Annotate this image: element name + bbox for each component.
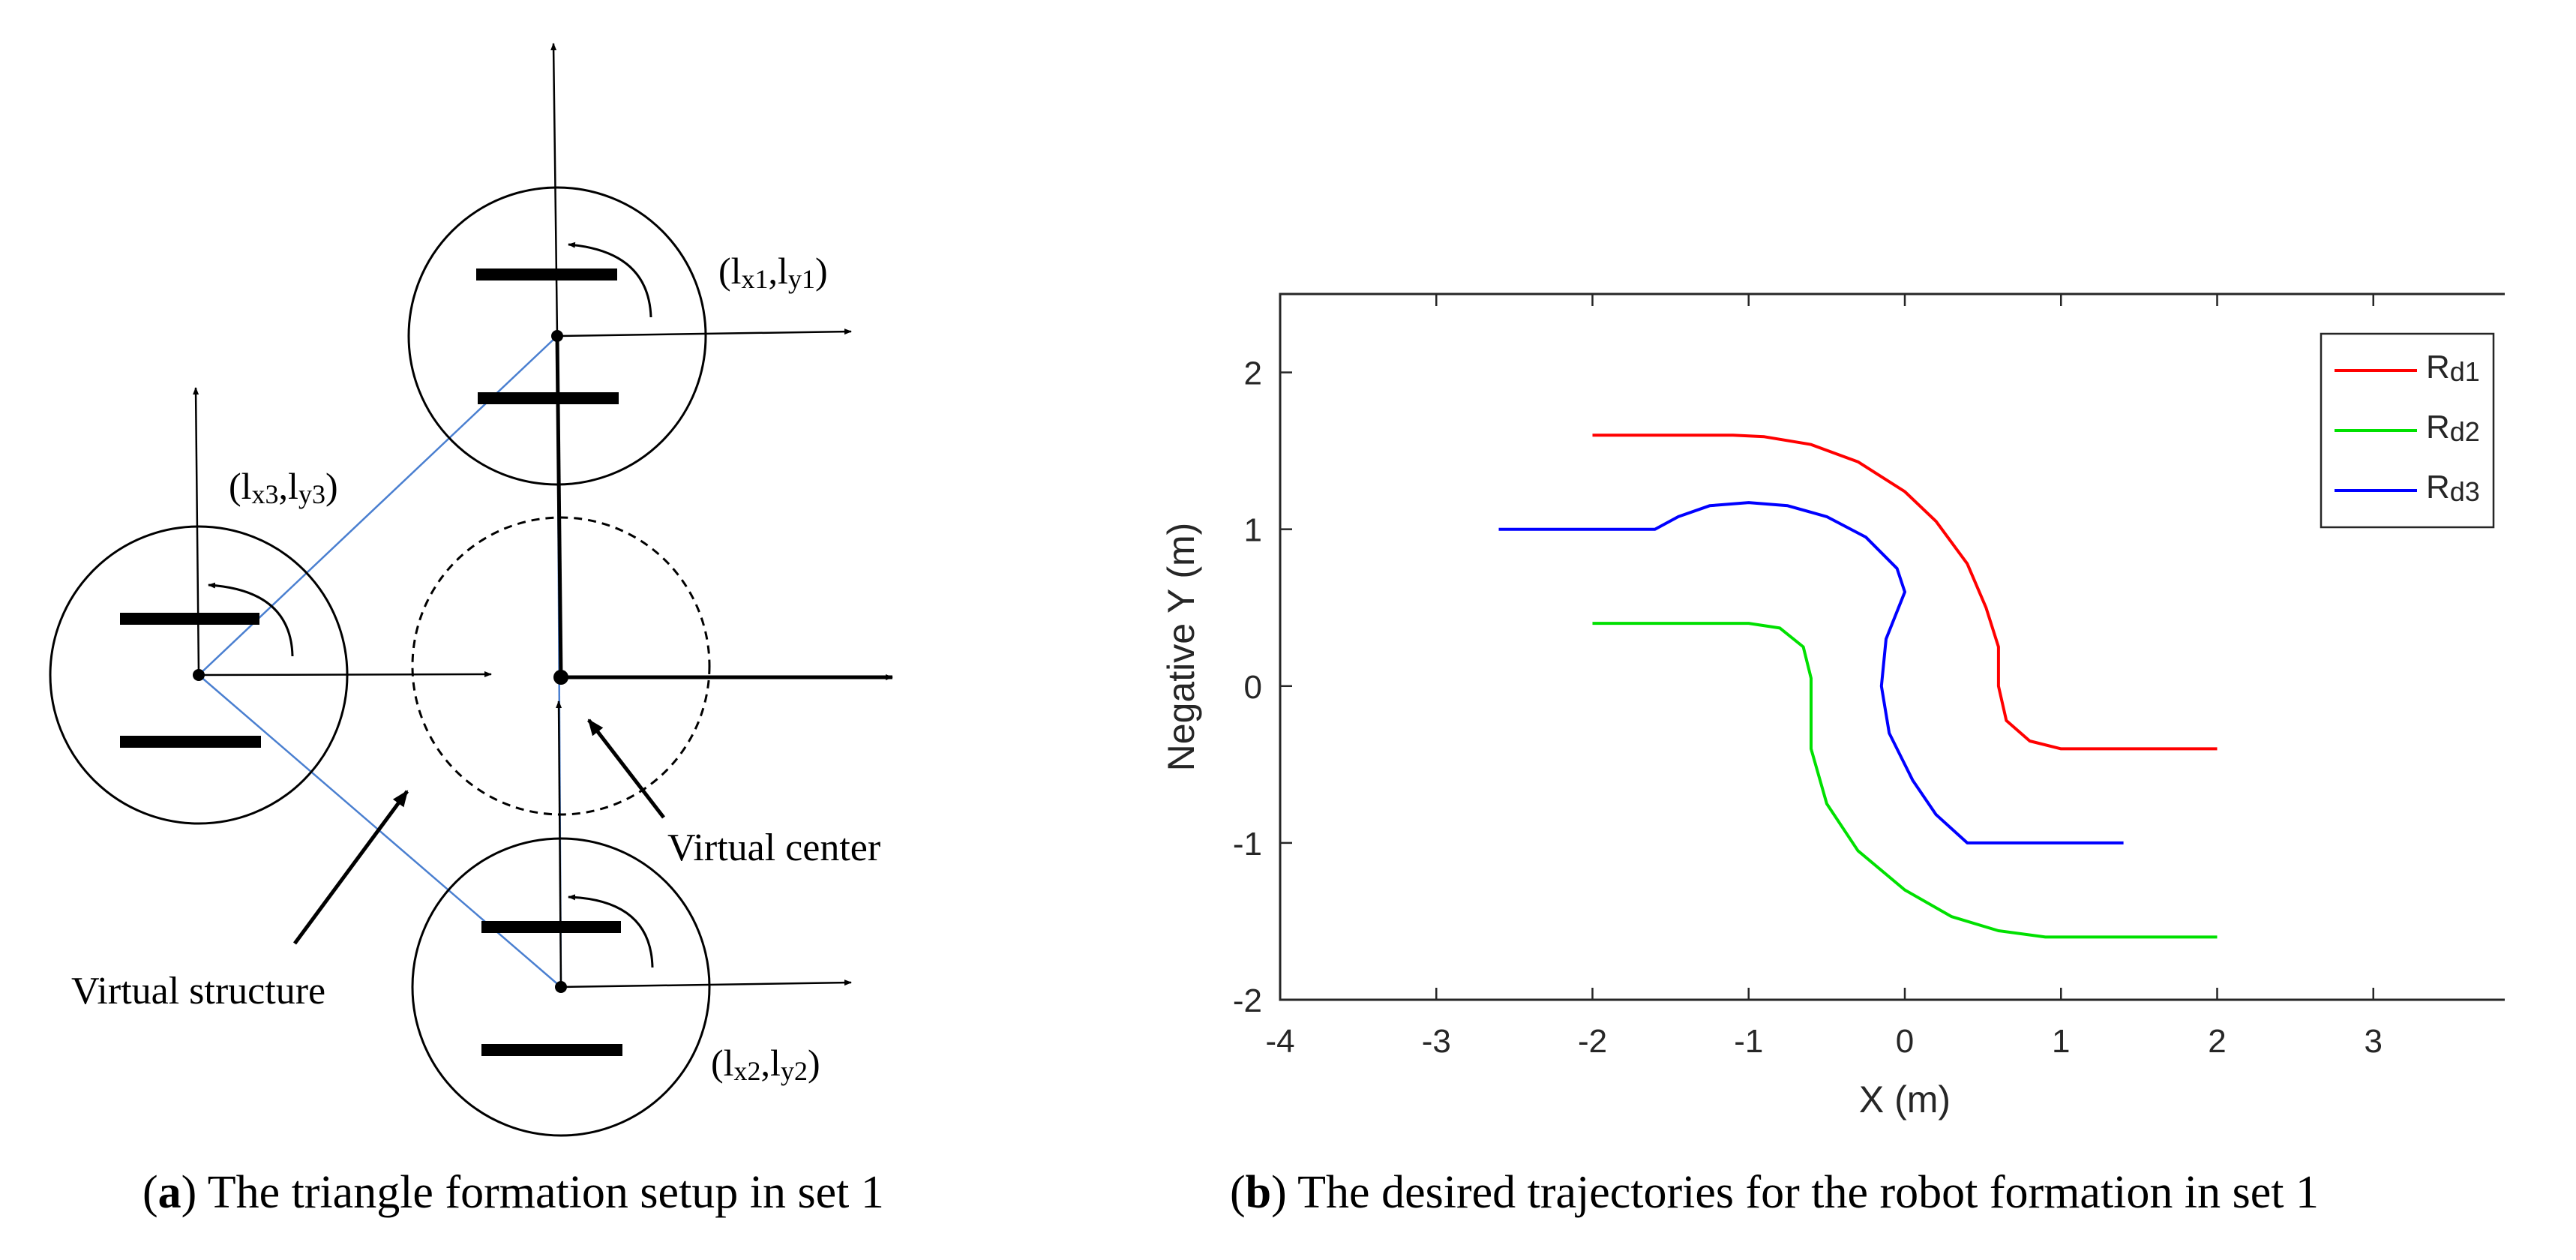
robot-1-wheel-top (476, 268, 617, 280)
robot-3-wheel-bottom (120, 736, 261, 748)
robot-3-y-axis (193, 387, 200, 676)
virtual-center (411, 335, 893, 816)
virtual-structure-pointer-arrow (292, 790, 409, 945)
robot-2-wheel-bottom (481, 1044, 622, 1056)
y-tick-label: 0 (1244, 669, 1262, 706)
legend-label-rd2: Rd2 (2426, 409, 2480, 447)
robot-3-label: (lx3,ly3) (229, 465, 338, 509)
robot-3-wheel-top (120, 613, 259, 625)
x-tick-label: -3 (1422, 1023, 1451, 1060)
legend-label-rd1: Rd1 (2426, 349, 2480, 387)
y-tick-label: -1 (1233, 826, 1262, 862)
robot-2 (411, 700, 852, 1137)
x-tick-label: -1 (1734, 1023, 1763, 1060)
robot-1-y-axis (550, 43, 559, 337)
x-tick-label: -4 (1265, 1023, 1294, 1060)
caption-a: (a) The triangle formation setup in set … (142, 1167, 884, 1218)
robot-2-y-axis (556, 700, 562, 988)
virtual-center-y-axis (555, 335, 563, 678)
robot-2-label: (lx2,ly2) (711, 1042, 820, 1086)
x-tick-label: 0 (1896, 1023, 1914, 1060)
x-tick-label: 2 (2208, 1023, 2226, 1060)
virtual-center-pointer-arrow (587, 718, 665, 819)
virtual-structure-label: Virtual structure (71, 970, 325, 1012)
series-line-rd1 (1592, 434, 2218, 751)
robot-2-x-axis (560, 980, 852, 988)
robot-1-label: (lx1,ly1) (718, 250, 828, 294)
robot-2-wheel-top (481, 921, 621, 933)
y-axis-label: Negative Y (m) (1160, 523, 1202, 772)
x-axis-label: X (m) (1859, 1078, 1951, 1120)
robot-2-rotation-arrow (568, 894, 654, 968)
x-tick-label: 3 (2365, 1023, 2383, 1060)
series-line-rd3 (1498, 501, 2124, 844)
y-tick-label: -2 (1233, 982, 1262, 1019)
virtual-structure-lines (198, 335, 562, 988)
series-line-rd2 (1592, 622, 2218, 939)
y-tick-label: 1 (1244, 512, 1262, 549)
robot-1-wheel-bottom (478, 392, 619, 404)
virtual-center-label: Virtual center (667, 826, 880, 869)
y-tick-label: 2 (1244, 356, 1262, 392)
robot-3-rotation-arrow (208, 582, 294, 657)
robot-3 (49, 387, 492, 825)
x-tick-label: 1 (2052, 1023, 2070, 1060)
legend-label-rd3: Rd3 (2426, 469, 2480, 507)
robot-1-x-axis (556, 328, 852, 338)
x-tick-label: -2 (1578, 1023, 1607, 1060)
robot-3-x-axis (198, 671, 492, 678)
robot-1-rotation-arrow (568, 242, 652, 318)
formation-diagram: (lx1,ly1) (lx3,ly3) (lx2,ly2) Virtual ce… (49, 43, 893, 1137)
caption-b: (b) The desired trajectories for the rob… (1230, 1167, 2319, 1218)
